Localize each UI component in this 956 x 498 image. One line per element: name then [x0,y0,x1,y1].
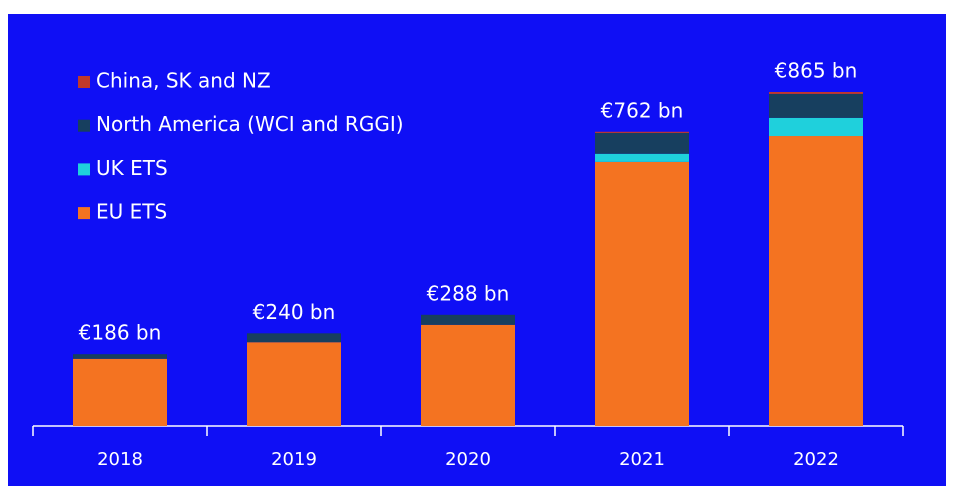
total-label: €865 bn [775,59,858,83]
x-tick-label: 2021 [619,449,665,470]
total-label: €762 bn [601,98,684,122]
bar-segment [421,324,515,426]
total-label: €186 bn [79,321,162,345]
legend-label: UK ETS [96,156,168,180]
bar-segment [73,354,167,359]
legend-label: EU ETS [96,200,167,224]
bar-segment [595,161,689,426]
legend-label: China, SK and NZ [96,69,271,93]
bar-segment [247,333,341,343]
legend-label: North America (WCI and RGGI) [96,112,404,136]
bar-segment [595,131,689,133]
x-tick-label: 2020 [445,449,491,470]
x-tick-label: 2018 [97,449,143,470]
total-label: €288 bn [427,281,510,305]
legend-swatch [78,119,90,132]
x-tick-label: 2022 [793,449,839,470]
legend-swatch [78,163,90,176]
x-tick-label: 2019 [271,449,317,470]
bar-segment [247,342,341,426]
bar-segment [769,136,863,426]
bar-segment [769,93,863,118]
bar-segment [73,358,167,426]
bar-segment [769,117,863,137]
legend-swatch [78,76,90,88]
bar-segment [769,92,863,94]
bar-segment [421,314,515,325]
bar-segment [595,153,689,162]
total-label: €240 bn [253,300,336,324]
legend-swatch [78,207,90,220]
bar-segment [595,132,689,154]
